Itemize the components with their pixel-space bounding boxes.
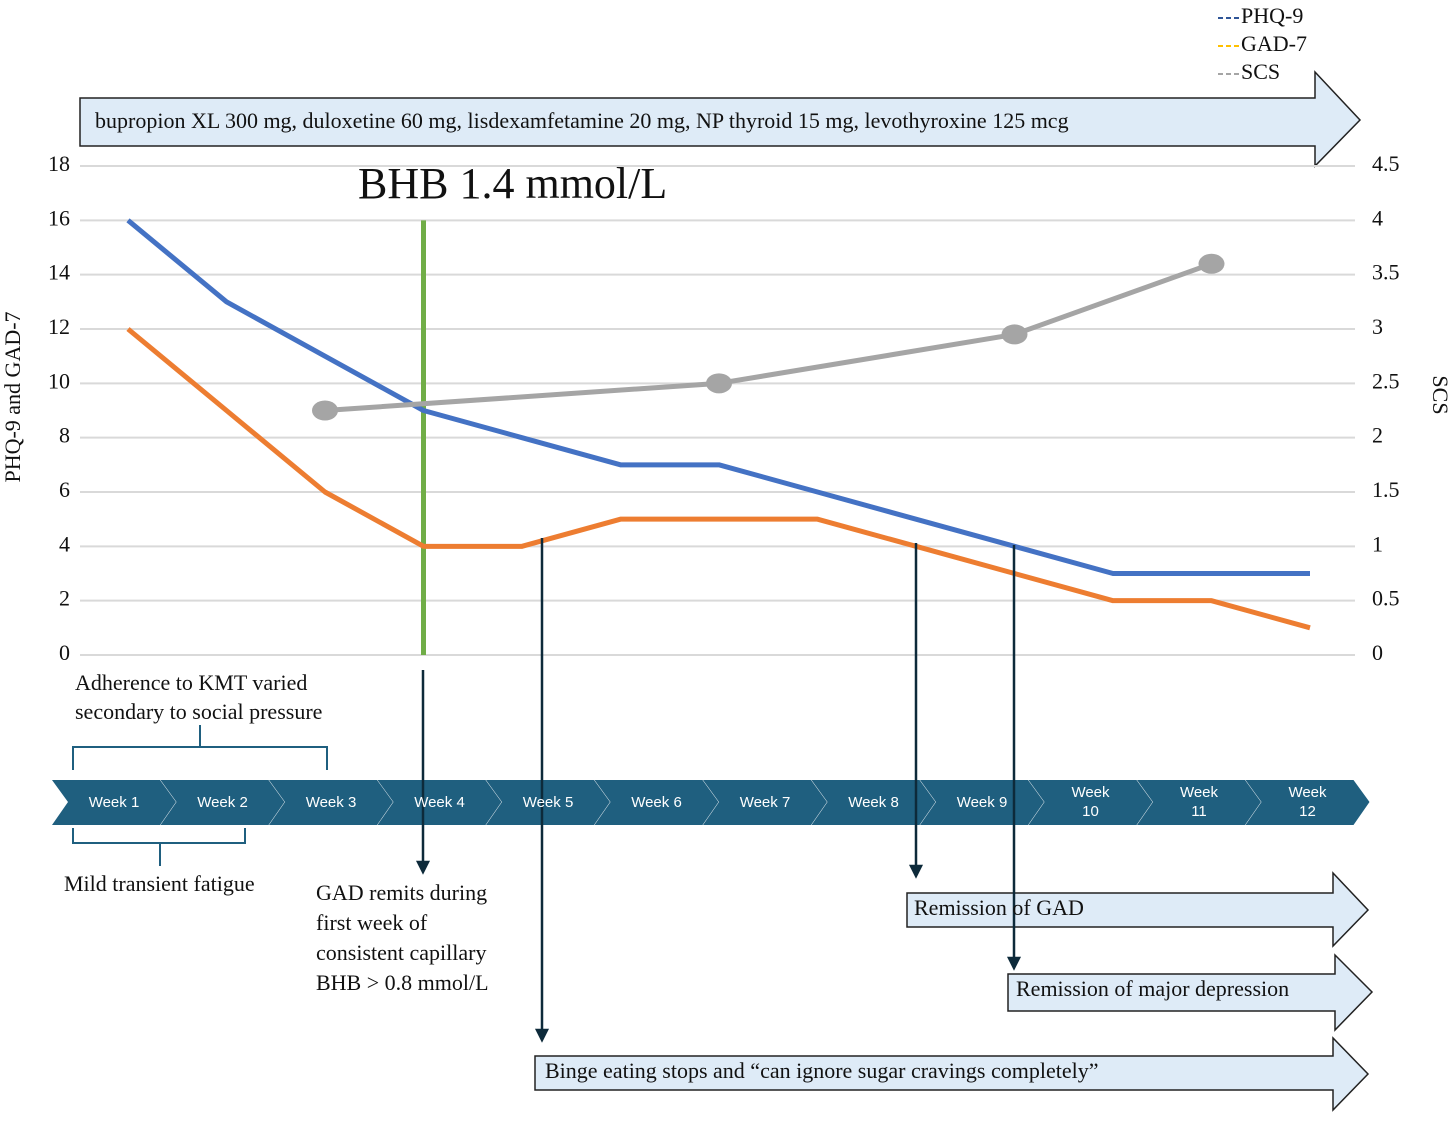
y-tick-label: 2	[59, 586, 70, 611]
y-tick-label: 14	[48, 260, 70, 285]
week-label: Week 10	[1071, 784, 1110, 820]
series-line	[324, 261, 1213, 413]
legend-label: PHQ-9	[1241, 3, 1303, 28]
legend-label: GAD-7	[1241, 31, 1307, 56]
y-tick-label: 0	[59, 640, 70, 665]
y2-tick-label: 2	[1372, 423, 1383, 448]
bhb-label: BHB 1.4 mmol/L	[358, 159, 667, 208]
y-tick-label: 12	[48, 314, 70, 339]
y2-tick-label: 4.5	[1372, 151, 1400, 176]
arrowhead	[908, 864, 924, 879]
note: Remission of GAD	[914, 895, 1084, 920]
series-marker	[1001, 324, 1028, 345]
week-label: Week 4	[414, 794, 465, 811]
pointer-arrows	[415, 538, 1022, 1043]
week-chevron	[1028, 780, 1153, 825]
week-chevron	[811, 780, 936, 825]
arrowhead	[534, 1028, 550, 1043]
week-chevron	[1245, 780, 1370, 825]
y-tick-label: 10	[48, 368, 70, 393]
medication-arrow	[79, 70, 1362, 168]
note: first week of	[316, 910, 428, 935]
mdd-arrow	[1007, 953, 1374, 1032]
y-tick-label: 4	[59, 531, 70, 556]
binge-arrow	[534, 1036, 1370, 1112]
y2-tick-label: 1	[1372, 531, 1383, 556]
week-label: Week 6	[631, 794, 682, 811]
series-marker	[312, 400, 338, 421]
note: Binge eating stops and “can ignore sugar…	[545, 1058, 1099, 1083]
week-label: Week 1	[88, 794, 140, 811]
week-label: Week 9	[956, 794, 1008, 811]
week-chevron	[52, 780, 176, 825]
week-chevron	[160, 780, 285, 825]
week-label: Week 5	[522, 794, 574, 811]
note: Adherence to KMT varied	[75, 670, 307, 695]
week-chevron	[377, 780, 502, 825]
series-line	[126, 327, 1311, 631]
week-label: Week 8	[848, 794, 899, 811]
week-chevron	[269, 780, 393, 825]
y2-tick-label: 2.5	[1372, 368, 1400, 393]
note: Mild transient fatigue	[64, 871, 255, 896]
week-chevron	[486, 780, 610, 825]
y-axis-label: PHQ-9 and GAD-7	[0, 311, 25, 482]
week-label: Week 2	[197, 794, 248, 811]
brackets	[72, 725, 328, 866]
arrowhead	[415, 860, 431, 875]
arrowhead	[1006, 956, 1022, 971]
gad-arrow	[906, 871, 1370, 948]
y2-tick-label: 0	[1372, 640, 1383, 665]
bracket-top	[72, 725, 328, 770]
note: GAD remits during	[316, 880, 487, 905]
series-line	[126, 218, 1310, 576]
series-marker	[706, 373, 732, 394]
plot: 0 2 4 6 8 10 12 14 16 18 0 0.5 1 1.5 2 2.5 3 3.5 4 4.5 BHB 1…	[48, 151, 1400, 665]
y2-tick-label: 3.5	[1372, 260, 1400, 285]
note: Remission of major depression	[1016, 976, 1289, 1001]
note: secondary to social pressure	[75, 699, 322, 724]
y2-tick-label: 3	[1372, 314, 1383, 339]
y2-tick-label: 1.5	[1372, 477, 1400, 502]
medications: bupropion XL 300 mg, duloxetine 60 mg, l…	[95, 108, 1069, 133]
week-label: Week 3	[305, 794, 357, 811]
week-label: Week 12	[1288, 784, 1327, 820]
week-chevron	[594, 780, 719, 825]
series-marker	[1198, 253, 1225, 274]
note: BHB > 0.8 mmol/L	[316, 970, 489, 995]
y2-tick-label: 4	[1372, 205, 1383, 230]
week-chevron	[1137, 780, 1261, 825]
y2-tick-label: 0.5	[1372, 586, 1400, 611]
week-label: Week 11	[1179, 784, 1219, 820]
note: consistent capillary	[316, 940, 486, 965]
legend-label: SCS	[1241, 59, 1280, 84]
y-tick-label: 18	[48, 151, 70, 176]
y2-axis-label: SCS	[1428, 375, 1453, 414]
y-tick-label: 8	[59, 423, 70, 448]
bracket-bottom	[72, 828, 246, 866]
week-label: Week 7	[739, 794, 791, 811]
layout-shapes	[79, 70, 1374, 1112]
y-tick-label: 16	[48, 205, 70, 230]
week-chevron	[703, 780, 827, 825]
y-tick-label: 6	[59, 477, 70, 502]
